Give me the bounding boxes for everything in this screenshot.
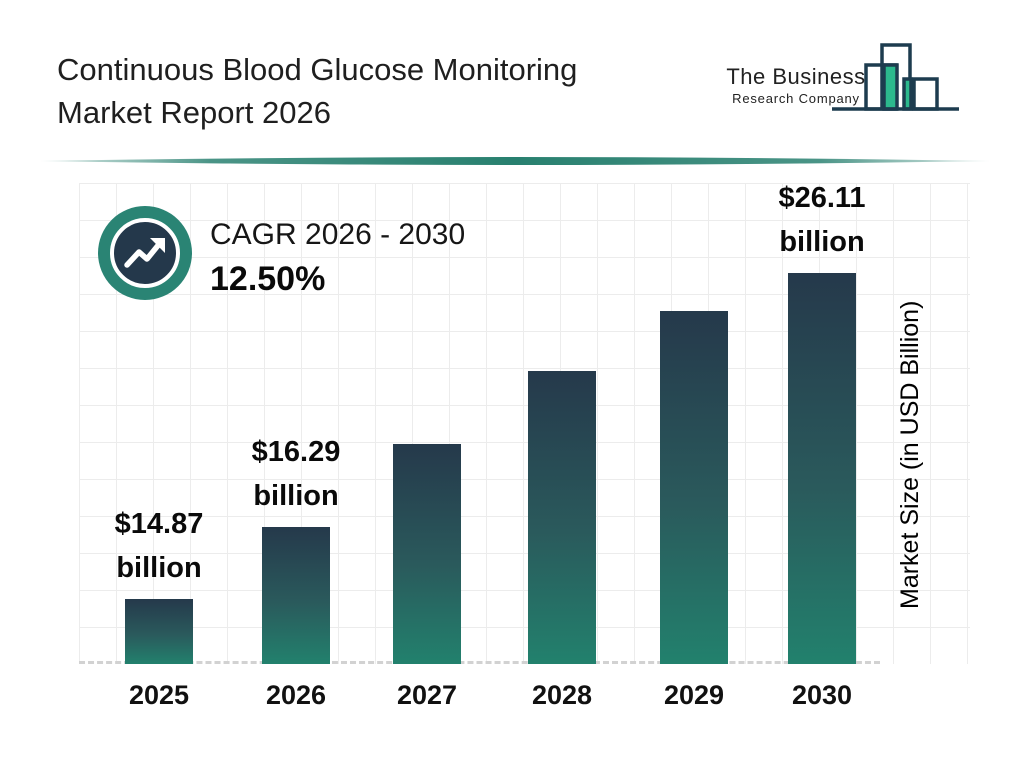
value-label-2030: $26.11 billion [732, 176, 912, 264]
logo-barchart-icon [832, 43, 959, 111]
value-label-2026: $16.29 billion [206, 430, 386, 518]
trending-up-icon [110, 218, 180, 288]
x-axis-label-2028: 2028 [531, 680, 593, 710]
value-amount: $26.11 [778, 182, 866, 214]
bar-2025 [125, 599, 193, 664]
cagr-text-block: CAGR 2026 - 2030 12.50% [210, 214, 465, 302]
value-label-2025: $14.87 billion [69, 502, 249, 590]
company-logo-text: The Business Research Company [726, 64, 866, 106]
page-title-line1: Continuous Blood Glucose Monitoring [57, 52, 578, 87]
y-axis-label: Market Size (in USD Billion) [896, 300, 924, 610]
x-axis-label-2029: 2029 [663, 680, 725, 710]
bar-2030 [788, 273, 856, 664]
x-axis-label-2025: 2025 [128, 680, 190, 710]
divider-line [40, 157, 990, 165]
logo-name: The Business [726, 64, 866, 89]
value-unit: billion [116, 552, 202, 584]
cagr-value: 12.50% [210, 260, 326, 298]
x-axis-label-2030: 2030 [791, 680, 853, 710]
bar-2028 [528, 371, 596, 664]
x-axis-label-2026: 2026 [265, 680, 327, 710]
chart-baseline [79, 661, 880, 664]
logo-subname: Research Company [732, 91, 860, 106]
cagr-badge [98, 206, 192, 300]
value-amount: $16.29 [251, 436, 341, 468]
value-unit: billion [779, 226, 865, 258]
cagr-period-label: CAGR 2026 - 2030 [210, 218, 466, 251]
bar-2026 [262, 527, 330, 664]
value-amount: $14.87 [114, 508, 204, 540]
page-title: Continuous Blood Glucose Monitoring Mark… [57, 48, 577, 134]
x-axis-label-2027: 2027 [396, 680, 458, 710]
bar-2027 [393, 444, 461, 664]
bar-2029 [660, 311, 728, 664]
value-unit: billion [253, 480, 339, 512]
page-title-line2: Market Report 2026 [57, 95, 331, 130]
